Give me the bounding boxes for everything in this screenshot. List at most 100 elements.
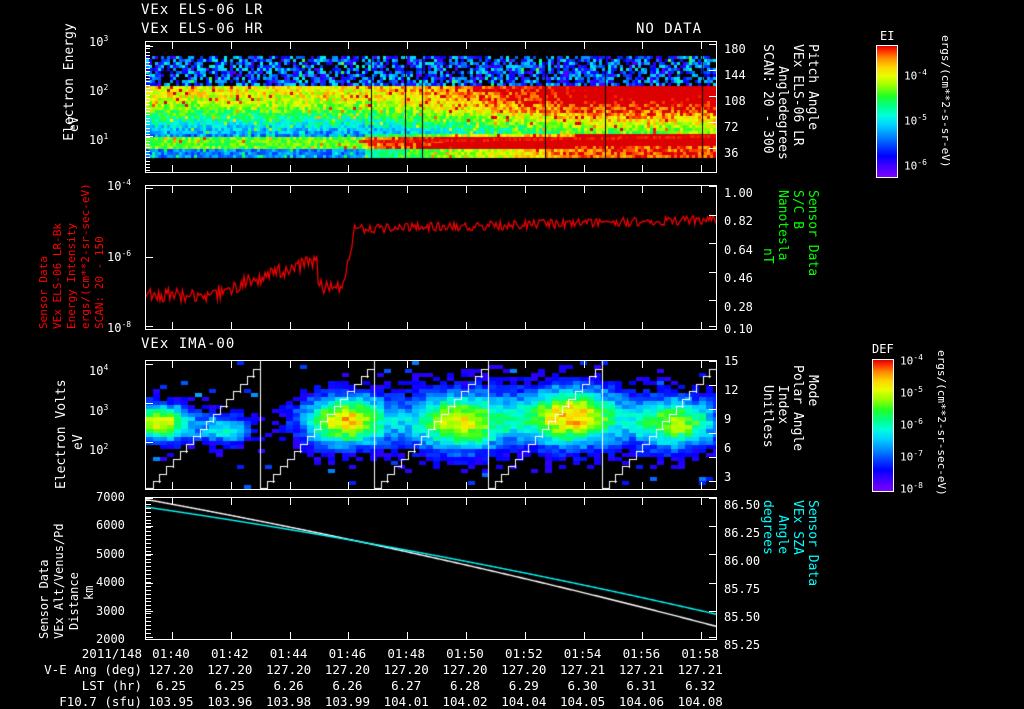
axis-minor-tick <box>146 48 150 50</box>
axis-minor-tick <box>146 124 150 126</box>
panel2-rtick-5: 0.10 <box>724 322 753 336</box>
panel2-left-axis-label-3: ergs/(cm**2-sr-sec-eV) <box>79 183 92 329</box>
axis-minor-tick <box>146 54 150 56</box>
panel1-right-axis-label-1: VEx ELS-06 LR <box>790 44 805 146</box>
axis-minor-tick <box>146 613 151 615</box>
panel1-right-axis-label-3: degrees <box>775 105 790 160</box>
axis-minor-tick <box>146 101 150 103</box>
axis-tick <box>172 322 173 329</box>
axis-minor-tick <box>146 127 150 129</box>
panel2-right-axis-label-0: Sensor Data <box>805 190 820 277</box>
table-time-cell: 01:52 <box>504 646 543 661</box>
panel3-plot-frame <box>145 360 717 490</box>
axis-tick <box>709 637 716 638</box>
axis-minor-tick <box>146 140 150 142</box>
axis-minor-tick <box>146 511 151 513</box>
axis-tick <box>709 272 716 273</box>
axis-minor-tick <box>146 554 151 556</box>
axis-tick <box>231 42 232 49</box>
axis-minor-tick <box>146 636 151 638</box>
table-cell: 127.20 <box>501 662 547 677</box>
axis-tick <box>642 186 643 193</box>
axis-tick <box>146 257 153 258</box>
table-time-cell: 01:42 <box>210 646 249 661</box>
axis-tick <box>584 482 585 489</box>
axis-tick <box>525 361 526 368</box>
axis-minor-tick <box>146 609 151 611</box>
axis-tick <box>709 583 716 584</box>
table-cell: 127.20 <box>442 662 488 677</box>
panel4-rtick-3: 85.75 <box>724 582 761 596</box>
axis-tick <box>584 632 585 639</box>
axis-minor-tick <box>146 546 151 548</box>
axis-tick <box>172 482 173 489</box>
axis-tick <box>231 165 232 172</box>
axis-minor-tick <box>146 605 151 607</box>
axis-tick <box>709 70 716 71</box>
table-cell: 127.21 <box>677 662 723 677</box>
panel2-ytick-1: 10-6 <box>107 249 132 264</box>
panel2-ytick-0: 10-4 <box>107 178 132 193</box>
axis-minor-tick <box>146 147 150 149</box>
axis-tick <box>701 482 702 489</box>
axis-tick <box>231 361 232 368</box>
panel1-colorbar-tick-0: 10-4 <box>904 68 927 83</box>
table-date-label: 2011/148 <box>81 646 142 661</box>
axis-tick <box>584 186 585 193</box>
axis-tick <box>348 165 349 172</box>
axis-tick <box>701 632 702 639</box>
axis-tick <box>642 632 643 639</box>
axis-tick <box>172 498 173 505</box>
axis-tick <box>290 482 291 489</box>
table-cell: 6.28 <box>449 678 481 693</box>
axis-minor-tick <box>146 163 150 165</box>
axis-minor-tick <box>146 91 150 93</box>
table-cell: 127.21 <box>560 662 606 677</box>
axis-tick <box>146 583 153 584</box>
axis-tick <box>231 632 232 639</box>
axis-tick <box>172 632 173 639</box>
axis-minor-tick <box>146 58 150 60</box>
panel3-right-axis-label-2: Index <box>775 385 790 425</box>
panel3-rtick-4: 3 <box>724 470 732 484</box>
table-cell: 103.99 <box>324 694 370 709</box>
axis-minor-tick <box>146 531 151 533</box>
axis-minor-tick <box>146 170 150 172</box>
axis-tick <box>701 186 702 193</box>
panel3-right-axis-label-0: Mode <box>805 375 820 407</box>
table-time-cell: 01:48 <box>387 646 425 661</box>
axis-tick <box>642 42 643 49</box>
panel4-right-axis-label-2: Angle <box>775 515 790 555</box>
panel1-title-hr: VEx ELS-06 HR <box>141 21 264 37</box>
panel1-rtick-2: 108 <box>724 94 746 108</box>
panel4-ytick-3: 4000 <box>96 575 125 589</box>
axis-minor-tick <box>146 578 151 579</box>
axis-tick <box>709 526 716 527</box>
panel3-rtick-0: 15 <box>724 354 739 368</box>
axis-tick <box>584 361 585 368</box>
table-time-cell: 01:44 <box>269 646 308 661</box>
axis-tick <box>146 403 153 404</box>
panel1-rtick-3: 72 <box>724 120 739 134</box>
axis-minor-tick <box>146 535 151 537</box>
axis-tick <box>701 42 702 49</box>
axis-minor-tick <box>146 500 151 501</box>
axis-tick <box>348 498 349 505</box>
axis-tick <box>231 498 232 505</box>
axis-tick <box>642 322 643 329</box>
table-row-label: V-E Ang (deg) <box>44 662 142 677</box>
table-row-label: LST (hr) <box>81 678 142 693</box>
panel3-ytick-0: 104 <box>89 363 109 378</box>
table-cell: 103.95 <box>148 694 194 709</box>
axis-tick <box>146 364 153 365</box>
panel3-colorbar-tick-2: 10-6 <box>900 417 923 432</box>
axis-tick <box>348 322 349 329</box>
panel4-right-axis-label-0: Sensor Data <box>805 500 820 587</box>
axis-tick <box>701 498 702 505</box>
axis-minor-tick <box>146 104 150 106</box>
table-cell: 127.20 <box>324 662 370 677</box>
table-cell: 6.26 <box>273 678 304 693</box>
axis-minor-tick <box>146 519 151 521</box>
table-row-label: F10.7 (sfu) <box>59 694 142 709</box>
